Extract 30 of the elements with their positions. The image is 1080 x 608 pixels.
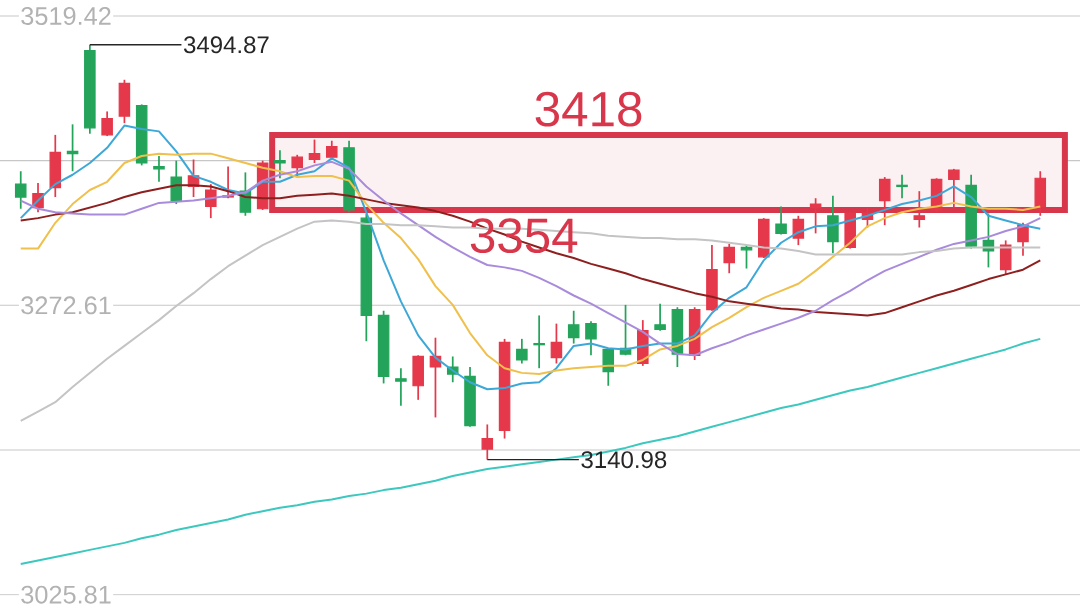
candlestick [723, 243, 735, 275]
annotation: 3140.98 [581, 451, 667, 469]
candlestick [516, 338, 528, 365]
annotation: 3354 [470, 218, 578, 254]
candlestick [567, 309, 580, 345]
candlestick [533, 314, 545, 370]
y-tick-label: 3025.81 [21, 585, 111, 604]
candlestick [948, 168, 960, 210]
candlestick [550, 322, 563, 365]
candlestick [775, 205, 787, 236]
candlestick [14, 170, 27, 210]
band-label: 3418 [535, 91, 642, 127]
y-tick-label: 3519.42 [21, 7, 111, 25]
candlestick [308, 138, 321, 164]
candlestick [101, 110, 113, 137]
candlestick [896, 173, 908, 200]
candlestick [291, 153, 303, 177]
candlestick [395, 367, 407, 407]
candlestick [153, 155, 165, 183]
candlestick [878, 176, 891, 227]
candlestick [205, 183, 217, 219]
candlestick [809, 197, 822, 235]
candlestick [481, 423, 494, 461]
candlestick [654, 302, 666, 332]
y-tick-label: 3272.61 [21, 296, 111, 315]
candlestick [170, 159, 183, 205]
annotation: 3494.87 [183, 36, 269, 54]
candlestick [274, 149, 286, 180]
candlestick [585, 320, 597, 357]
candlestick [913, 190, 926, 229]
